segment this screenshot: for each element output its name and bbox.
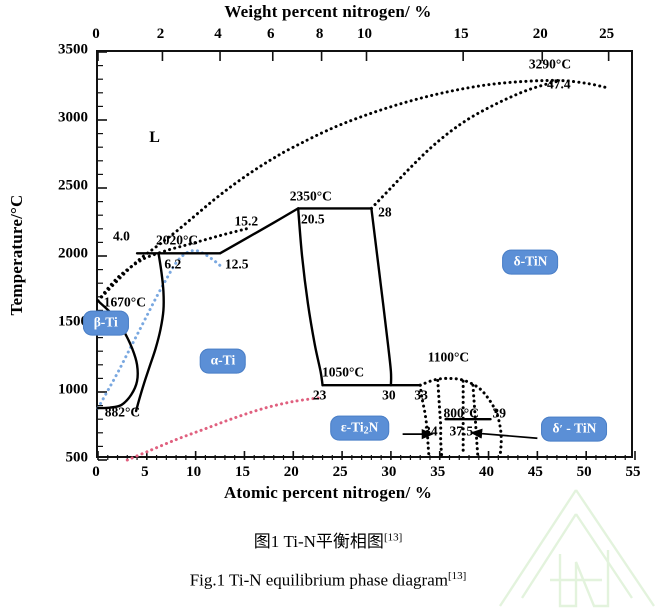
x2-tick-label-8: 8 (315, 26, 324, 42)
annotation-1670C-10: 1670°C (103, 294, 146, 310)
annotation-34-18: 34 (424, 423, 438, 439)
y-tick-label-500: 500 (65, 449, 89, 466)
annotation-37.5-19: 37.5 (449, 423, 474, 439)
y-tick-label-1500: 1500 (58, 313, 88, 330)
x-tick-label-50: 50 (576, 464, 592, 480)
annotation-39-20: 39 (492, 405, 506, 421)
annotation-1050C-12: 1050°C (321, 363, 365, 379)
x-tick-label-0: 0 (92, 464, 100, 480)
x-tick-label-15: 15 (234, 464, 250, 480)
annotation-15.2-6: 15.2 (234, 213, 259, 229)
x-tick-label-10: 10 (186, 464, 202, 480)
curve-epsilon-inner-leg (436, 378, 444, 458)
annotation-47.4-1: 47.4 (546, 76, 571, 92)
x-tick-label-35: 35 (430, 464, 446, 480)
annotation-1100C-16: 1100°C (427, 348, 470, 364)
x2-tick-label-10: 10 (357, 26, 372, 42)
curve-delta-tin-left-boundary (296, 207, 324, 387)
arrow-to-delta-prime (470, 428, 538, 440)
annotation-3290C-0: 3290°C (528, 55, 572, 71)
phase-badge-delta-prime-TiN: δ′ - TiN (541, 416, 608, 442)
caption-english-text: Fig.1 Ti-N equilibrium phase diagram (189, 570, 448, 590)
caption-english-ref: [13] (447, 570, 467, 582)
phase-badge-epsilon-Ti2N: ε-Ti2N (329, 415, 390, 441)
x-tick-label-20: 20 (283, 464, 299, 480)
x2-tick-label-0: 0 (92, 26, 100, 42)
x2-tick-label-6: 6 (267, 26, 275, 42)
annotation-30-14: 30 (382, 387, 396, 403)
annotation-23-13: 23 (312, 387, 327, 403)
annotation-882C-11: 882°C (104, 404, 141, 419)
annotation-2020C-3: 2020°C (155, 231, 199, 247)
x-tick-label-40: 40 (479, 464, 495, 480)
x-tick-label-30: 30 (381, 464, 397, 480)
annotation-4.0-2: 4.0 (112, 228, 130, 244)
y-tick-label-3000: 3000 (58, 109, 88, 126)
x-tick-label-55: 55 (625, 464, 641, 480)
curve-beta-liquidus-lower (96, 227, 248, 303)
curve-delta-tin-right-boundary (370, 207, 393, 387)
caption-chinese-text: 图1 Ti-N平衡相图 (253, 532, 384, 551)
curve-delta-prime-right-leg (471, 383, 480, 458)
axis-ticks-layer (97, 51, 636, 461)
x-tick-label-25: 25 (332, 464, 348, 480)
phase-badge-delta-TiN: δ-TiN (502, 249, 559, 275)
curve-beta-transus (96, 249, 222, 410)
annotation-arrows (402, 428, 538, 440)
x2-tick-label-20: 20 (532, 26, 548, 42)
y-axis-title: Temperature/°C (7, 194, 26, 316)
curve-epsilon-left-leg (418, 383, 431, 459)
y-tick-label-1000: 1000 (58, 381, 88, 398)
caption-chinese-ref: [13] (383, 531, 403, 544)
phase-label-L: L (149, 129, 160, 147)
y-tick-label-2500: 2500 (58, 177, 88, 194)
phase-badge-beta-Ti: β-Ti (82, 310, 129, 336)
annotation-33-15: 33 (414, 387, 428, 403)
x2-tick-label-25: 25 (599, 26, 615, 42)
curve-alpha-solvus (125, 395, 325, 462)
curve-epsilon-right-dome (418, 376, 503, 457)
curve-liquidus-lower-branch (369, 79, 563, 210)
annotation-28-9: 28 (378, 204, 392, 220)
x2-tick-label-4: 4 (214, 26, 222, 42)
top-axis-title: Weight percent nitrogen/ % (224, 2, 432, 21)
curve-alpha-ti-solidus (218, 207, 300, 255)
phase-badge-alpha-Ti: α-Ti (199, 349, 247, 374)
curve-liquidus-upper (96, 78, 608, 303)
x2-tick-label-15: 15 (453, 26, 469, 42)
caption-chinese: 图1 Ti-N平衡相图[13] (0, 527, 656, 552)
annotation-20.5-8: 20.5 (301, 211, 325, 227)
annotation-6.2-4: 6.2 (164, 255, 182, 271)
annotation-12.5-5: 12.5 (224, 255, 249, 271)
y-tick-label-3500: 3500 (58, 41, 88, 58)
x-tick-label-45: 45 (527, 464, 543, 480)
y-tick-label-2000: 2000 (58, 245, 88, 262)
caption-english: Fig.1 Ti-N equilibrium phase diagram[13] (0, 570, 656, 591)
annotation-800C-17: 800°C (443, 405, 479, 421)
annotation-2350C-7: 2350°C (289, 187, 332, 203)
x2-tick-label-2: 2 (156, 26, 165, 42)
curve-beta-right-boundary (134, 252, 165, 413)
x-tick-label-5: 5 (141, 464, 149, 480)
bottom-axis-title: Atomic percent nitrogen/ % (223, 483, 433, 502)
